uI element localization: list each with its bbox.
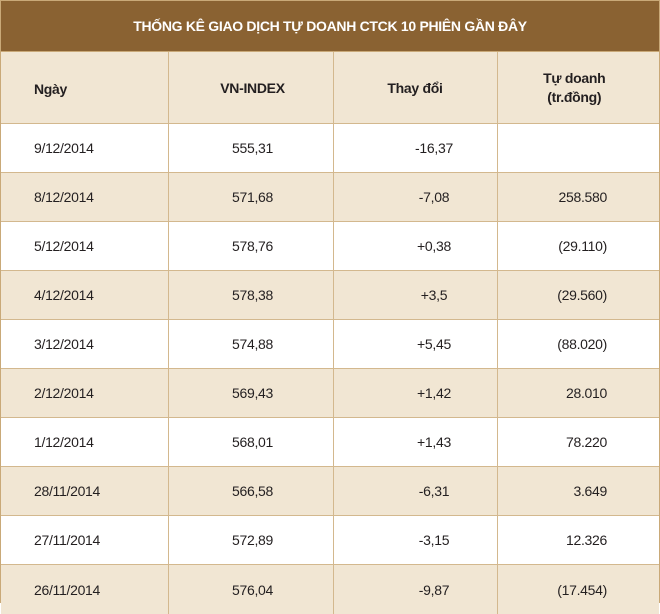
- cell-proprietary: (29.110): [497, 222, 659, 271]
- cell-proprietary: 78.220: [497, 418, 659, 467]
- header-change: Thay đổi: [333, 52, 497, 124]
- table-row: 27/11/2014 572,89 -3,15 12.326: [1, 516, 659, 565]
- cell-proprietary: 3.649: [497, 467, 659, 516]
- header-proprietary: Tự doanh (tr.đồng): [497, 52, 659, 124]
- cell-change: -3,15: [333, 516, 497, 565]
- table-row: 2/12/2014 569,43 +1,42 28.010: [1, 369, 659, 418]
- header-row: Ngày VN-INDEX Thay đổi Tự doanh (tr.đồng…: [1, 52, 659, 124]
- cell-vnindex: 572,89: [168, 516, 333, 565]
- cell-vnindex: 568,01: [168, 418, 333, 467]
- header-proprietary-line1: Tự doanh: [498, 69, 652, 88]
- cell-change: -7,08: [333, 173, 497, 222]
- header-vnindex: VN-INDEX: [168, 52, 333, 124]
- cell-change: -6,31: [333, 467, 497, 516]
- table-row: 9/12/2014 555,31 -16,37: [1, 124, 659, 173]
- cell-vnindex: 578,38: [168, 271, 333, 320]
- cell-vnindex: 566,58: [168, 467, 333, 516]
- table-row: 3/12/2014 574,88 +5,45 (88.020): [1, 320, 659, 369]
- cell-change: +1,43: [333, 418, 497, 467]
- cell-date: 1/12/2014: [1, 418, 168, 467]
- cell-date: 8/12/2014: [1, 173, 168, 222]
- cell-date: 3/12/2014: [1, 320, 168, 369]
- cell-date: 2/12/2014: [1, 369, 168, 418]
- table-row: 1/12/2014 568,01 +1,43 78.220: [1, 418, 659, 467]
- table-row: 26/11/2014 576,04 -9,87 (17.454): [1, 565, 659, 614]
- cell-change: +5,45: [333, 320, 497, 369]
- cell-vnindex: 576,04: [168, 565, 333, 614]
- cell-proprietary: 258.580: [497, 173, 659, 222]
- cell-vnindex: 571,68: [168, 173, 333, 222]
- table-row: 28/11/2014 566,58 -6,31 3.649: [1, 467, 659, 516]
- cell-vnindex: 574,88: [168, 320, 333, 369]
- table-title: THỐNG KÊ GIAO DỊCH TỰ DOANH CTCK 10 PHIÊ…: [1, 1, 659, 52]
- cell-date: 27/11/2014: [1, 516, 168, 565]
- table-row: 5/12/2014 578,76 +0,38 (29.110): [1, 222, 659, 271]
- header-date: Ngày: [1, 52, 168, 124]
- cell-proprietary: (17.454): [497, 565, 659, 614]
- cell-change: -9,87: [333, 565, 497, 614]
- cell-date: 26/11/2014: [1, 565, 168, 614]
- cell-change: -16,37: [333, 124, 497, 173]
- table-row: 4/12/2014 578,38 +3,5 (29.560): [1, 271, 659, 320]
- cell-change: +0,38: [333, 222, 497, 271]
- cell-proprietary: (88.020): [497, 320, 659, 369]
- header-proprietary-line2: (tr.đồng): [498, 88, 652, 107]
- cell-proprietary: (29.560): [497, 271, 659, 320]
- cell-proprietary: 12.326: [497, 516, 659, 565]
- cell-proprietary: 28.010: [497, 369, 659, 418]
- cell-change: +3,5: [333, 271, 497, 320]
- cell-vnindex: 578,76: [168, 222, 333, 271]
- cell-change: +1,42: [333, 369, 497, 418]
- cell-date: 4/12/2014: [1, 271, 168, 320]
- cell-vnindex: 569,43: [168, 369, 333, 418]
- cell-date: 5/12/2014: [1, 222, 168, 271]
- table-row: 8/12/2014 571,68 -7,08 258.580: [1, 173, 659, 222]
- trading-table: Ngày VN-INDEX Thay đổi Tự doanh (tr.đồng…: [1, 52, 659, 614]
- cell-date: 9/12/2014: [1, 124, 168, 173]
- cell-proprietary: [497, 124, 659, 173]
- cell-vnindex: 555,31: [168, 124, 333, 173]
- cell-date: 28/11/2014: [1, 467, 168, 516]
